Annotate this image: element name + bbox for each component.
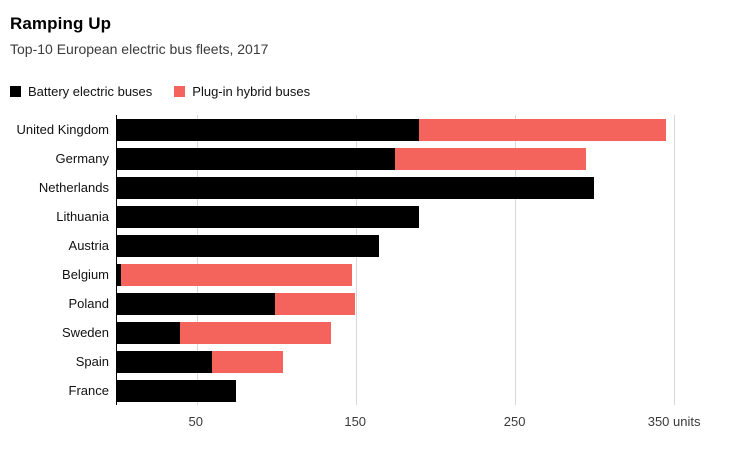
bar-track bbox=[116, 234, 706, 257]
bar-segment bbox=[418, 118, 667, 141]
bar-track bbox=[116, 263, 706, 286]
gridline bbox=[514, 115, 516, 405]
bar-segment bbox=[116, 205, 419, 228]
bar-segment bbox=[211, 350, 284, 373]
x-tick-label: 350 units bbox=[647, 414, 701, 429]
bar-segment bbox=[116, 234, 380, 257]
bar-segment bbox=[116, 118, 419, 141]
bar-track bbox=[116, 321, 706, 344]
category-label: Austria bbox=[68, 238, 109, 253]
category-label: Netherlands bbox=[38, 180, 109, 195]
legend-item: Plug-in hybrid buses bbox=[174, 84, 310, 99]
bar-row: Lithuania bbox=[10, 202, 706, 231]
legend-swatch-icon bbox=[174, 86, 186, 97]
x-axis: 50 150 250 350 units bbox=[116, 405, 706, 441]
x-tick-label: 250 bbox=[503, 414, 526, 429]
legend-label: Plug-in hybrid buses bbox=[192, 84, 311, 99]
bar-row: Sweden bbox=[10, 318, 706, 347]
bar-row: France bbox=[10, 376, 706, 405]
category-label: Spain bbox=[75, 354, 109, 369]
legend-swatch-icon bbox=[10, 86, 21, 97]
bar-row: Spain bbox=[10, 347, 706, 376]
gridline bbox=[196, 115, 198, 405]
bar-segment bbox=[116, 263, 121, 286]
bar-track bbox=[116, 379, 706, 402]
bar-track bbox=[116, 292, 706, 315]
bar-segment bbox=[395, 147, 587, 170]
gridlines-layer bbox=[116, 115, 706, 405]
bar-segment bbox=[120, 263, 352, 286]
bar-segment bbox=[116, 379, 236, 402]
bar-row: Germany bbox=[10, 144, 706, 173]
category-label: France bbox=[68, 383, 109, 398]
x-tick-label: 150 bbox=[344, 414, 367, 429]
bar-row: Poland bbox=[10, 289, 706, 318]
bar-track bbox=[116, 147, 706, 170]
legend: Battery electric buses Plug-in hybrid bus… bbox=[10, 84, 706, 99]
bar-row: Austria bbox=[10, 231, 706, 260]
bar-row: United Kingdom bbox=[10, 115, 706, 144]
gridline bbox=[355, 115, 357, 405]
bar-track bbox=[116, 176, 706, 199]
bar-segment bbox=[116, 350, 212, 373]
category-label: United Kingdom bbox=[16, 122, 110, 137]
chart-subtitle: Top-10 European electric bus fleets, 201… bbox=[10, 41, 269, 57]
bar-segment bbox=[116, 147, 396, 170]
x-tick-label: 50 bbox=[188, 414, 203, 429]
chart-title: Ramping Up bbox=[10, 14, 112, 33]
legend-label: Battery electric buses bbox=[28, 84, 153, 99]
category-label: Sweden bbox=[62, 325, 109, 340]
legend-item: Battery electric buses bbox=[10, 84, 152, 99]
bar-row: Belgium bbox=[10, 260, 706, 289]
bar-segment bbox=[116, 292, 276, 315]
bar-track bbox=[116, 205, 706, 228]
gridline bbox=[674, 115, 676, 405]
bar-row: Netherlands bbox=[10, 173, 706, 202]
stacked-bar-chart: United Kingdom Germany Netherlands Lithuani… bbox=[10, 115, 706, 441]
category-label: Poland bbox=[68, 296, 109, 311]
category-label: Belgium bbox=[62, 267, 109, 282]
bar-segment bbox=[275, 292, 356, 315]
bar-track bbox=[116, 118, 706, 141]
category-label: Germany bbox=[55, 151, 109, 166]
bar-segment bbox=[116, 176, 595, 199]
bar-track bbox=[116, 350, 706, 373]
category-label: Lithuania bbox=[56, 209, 109, 224]
bar-segment bbox=[116, 321, 180, 344]
bar-rows: United Kingdom Germany Netherlands Lithuani… bbox=[10, 115, 706, 405]
bar-segment bbox=[179, 321, 332, 344]
